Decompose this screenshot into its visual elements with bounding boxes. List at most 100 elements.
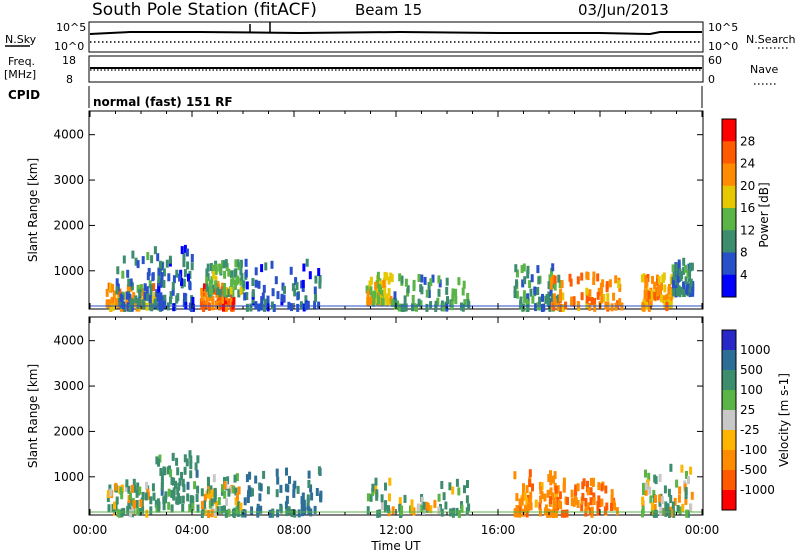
echo-cell: [682, 281, 685, 290]
echo-cell: [538, 296, 542, 305]
echo-cell: [171, 287, 175, 296]
echo-cell: [245, 474, 249, 483]
echo-cell: [551, 293, 555, 302]
echo-cell: [555, 491, 559, 500]
echo-cell: [212, 271, 216, 280]
echo-cell: [171, 281, 175, 290]
echo-cell: [552, 509, 556, 518]
echo-cell: [220, 505, 224, 514]
echo-cell: [642, 487, 645, 496]
echo-cell: [240, 509, 244, 518]
echo-cell: [235, 473, 239, 482]
echo-cell: [561, 292, 565, 301]
echo-cell: [610, 495, 614, 503]
echo-cell: [558, 304, 562, 312]
echo-cell: [529, 491, 533, 500]
echo-cell: [582, 478, 586, 487]
echo-cell: [134, 295, 138, 304]
echo-cell: [460, 504, 464, 513]
echo-cell: [600, 288, 604, 297]
freq-unit: [MHz]: [4, 68, 36, 81]
echo-cell: [462, 280, 466, 289]
echo-cell: [131, 298, 135, 307]
echo-cell: [388, 477, 392, 486]
echo-cell: [423, 276, 427, 285]
echo-cell: [251, 278, 255, 286]
echo-cell: [302, 263, 306, 272]
echo-cell: [194, 462, 198, 471]
echo-cell: [248, 471, 252, 480]
echo-cell: [132, 292, 136, 301]
echo-cell: [183, 292, 186, 301]
date-label: 03/Jun/2013: [578, 1, 669, 19]
echo-cell: [228, 297, 232, 306]
velocity-ylabel: Slant Range [km]: [26, 364, 40, 468]
echo-cell: [660, 496, 664, 505]
echo-cell: [415, 303, 418, 312]
echo-cell: [663, 300, 667, 309]
echo-cell: [262, 284, 266, 293]
power-colorbar-tick: 20: [740, 179, 755, 193]
echo-cell: [230, 279, 234, 287]
echo-cell: [284, 501, 288, 510]
echo-cell: [570, 498, 574, 506]
echo-cell: [185, 248, 189, 257]
echo-patch-7: [365, 271, 394, 307]
echo-cell: [523, 492, 527, 501]
echo-cell: [654, 509, 658, 518]
echo-cell: [141, 288, 145, 297]
echo-cell: [160, 479, 164, 488]
echo-cell: [372, 298, 376, 307]
echo-cell: [191, 296, 195, 305]
echo-cell: [684, 264, 687, 273]
echo-cell: [223, 490, 227, 499]
echo-cell: [314, 275, 318, 284]
echo-cell: [210, 276, 214, 285]
echo-cell: [680, 464, 684, 473]
echo-cell: [125, 296, 129, 305]
echo-cell: [560, 509, 564, 518]
echo-cell: [686, 270, 690, 279]
echo-cell: [230, 303, 233, 312]
power-colorbar-segment: [722, 230, 736, 253]
echo-cell: [684, 276, 688, 285]
echo-cell: [691, 288, 695, 297]
echo-cell: [584, 504, 588, 513]
echo-cell: [196, 504, 200, 513]
echo-cell: [682, 266, 686, 275]
echo-cell: [383, 271, 387, 280]
velocity-colorbar-segment: [722, 430, 736, 451]
echo-patch-10: [549, 271, 624, 312]
echo-cell: [276, 291, 280, 300]
echo-cell: [168, 255, 172, 264]
echo-cell: [593, 298, 597, 306]
echo-cell: [397, 303, 401, 312]
echo-cell: [398, 503, 402, 512]
echo-cell: [259, 483, 263, 492]
echo-cell: [144, 492, 148, 501]
echo-cell: [208, 279, 212, 288]
echo-cell: [211, 295, 215, 304]
echo-cell: [644, 487, 648, 496]
echo-cell: [293, 288, 297, 297]
echo-cell: [584, 498, 588, 506]
echo-cell: [189, 455, 193, 464]
power-colorbar-frame: [721, 118, 737, 298]
echo-cell: [378, 284, 382, 293]
echo-cell: [558, 280, 562, 288]
echo-cell: [244, 258, 248, 267]
xtick-label: 08:00: [277, 523, 312, 537]
echo-cell: [554, 501, 558, 510]
echo-cell: [466, 299, 470, 308]
echo-cell: [115, 496, 119, 505]
echo-cell: [540, 491, 544, 499]
power-colorbar-tick: 8: [740, 246, 748, 260]
ytick-label: 4000: [53, 334, 84, 348]
echo-cell: [245, 281, 249, 290]
echo-cell: [585, 300, 589, 309]
echo-cell: [436, 297, 440, 306]
echo-cell: [292, 489, 296, 498]
echo-cell: [212, 284, 215, 293]
echo-cell: [537, 276, 541, 285]
echo-cell: [157, 504, 161, 513]
